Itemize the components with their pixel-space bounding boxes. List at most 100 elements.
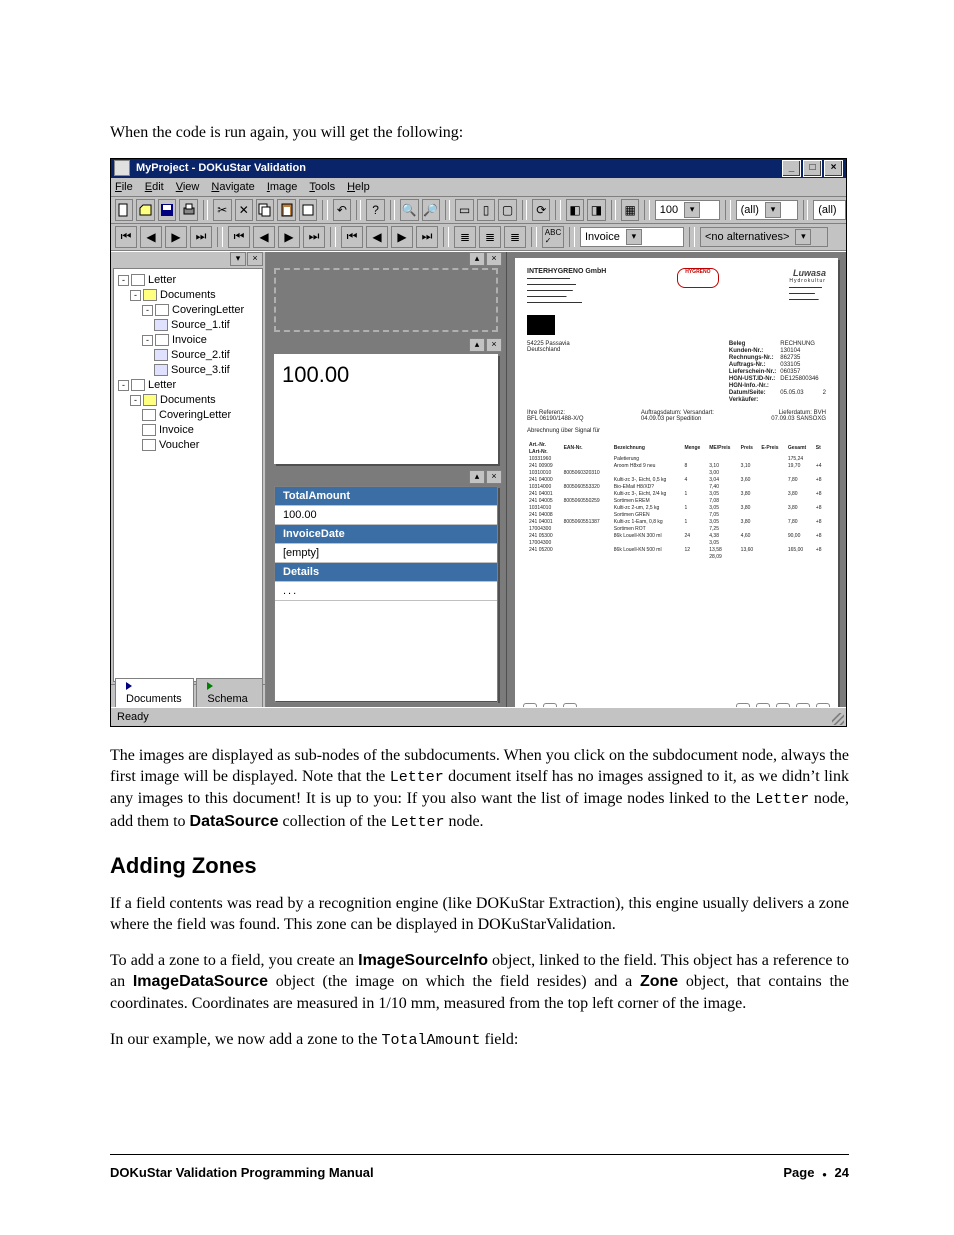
paste-icon[interactable] [277,199,295,221]
nav3-last-icon[interactable]: ⏭ [416,226,438,248]
menu-view[interactable]: View [176,181,200,193]
tree-node[interactable]: Invoice [142,423,260,438]
minimize-button[interactable]: _ [782,160,801,177]
fit-page-icon[interactable]: ▯ [477,199,495,221]
tool-c-icon[interactable]: ▦ [621,199,639,221]
alternatives-combo[interactable]: <no alternatives> ▾ [700,227,828,247]
field-totalamount-title[interactable]: TotalAmount [275,487,497,506]
new-icon[interactable] [115,199,133,221]
undo-icon[interactable]: ↶ [333,199,351,221]
menu-navigate[interactable]: Navigate [211,181,254,193]
menu-edit[interactable]: Edit [145,181,164,193]
right-pane: INTERHYGRENO GmbH HYGRENO Luwasa [507,252,846,707]
paragraph-5: In our example, we now add a zone to the… [110,1029,849,1051]
pane-pin-icon[interactable]: ▾ [230,252,246,266]
nav3-prev-icon[interactable]: ◀ [366,226,388,248]
spellcheck-icon[interactable]: ABC✓ [542,226,564,248]
nav-last-icon[interactable]: ⏭ [190,226,212,248]
copy-icon[interactable] [256,199,274,221]
mid-paper-up-icon[interactable]: ▴ [469,338,485,352]
menu-file[interactable]: File [115,181,133,193]
pane-close-icon[interactable]: × [247,252,263,266]
zoom-value: 100 [660,204,678,216]
logo-hygreno-icon: HYGRENO [677,268,719,288]
rotate-icon[interactable]: ⟳ [532,199,550,221]
title-bar: MyProject - DOKuStar Validation _ □ × [111,159,846,178]
doctype-combo[interactable]: Invoice ▾ [580,227,684,247]
tab-schema[interactable]: Schema [196,678,263,707]
lines3-icon[interactable]: ≣ [504,226,526,248]
field-totalamount-value[interactable]: 100.00 [275,506,497,525]
menu-tools[interactable]: Tools [309,181,335,193]
field-details-title[interactable]: Details [275,563,497,582]
print-icon[interactable] [179,199,197,221]
mid-fields-close-icon[interactable]: × [486,470,502,484]
document-tree[interactable]: -Letter-Documents-CoveringLetterSource_1… [113,268,263,682]
preview-addr-country: Deutschland [527,347,570,353]
status-text: Ready [117,711,149,723]
tree-node[interactable]: Voucher [142,438,260,453]
nav2-last-icon[interactable]: ⏭ [303,226,325,248]
duplicate-icon[interactable] [299,199,317,221]
tree-node[interactable]: Source_3.tif [154,363,260,378]
close-button[interactable]: × [824,160,843,177]
zoom-in-icon[interactable]: 🔍 [400,199,418,221]
field-invoicedate-value[interactable]: [empty] [275,544,497,563]
cut-icon[interactable]: ✂ [213,199,231,221]
nav3-first-icon[interactable]: ⏮ [341,226,363,248]
nav-next-icon[interactable]: ▶ [165,226,187,248]
save-icon[interactable] [158,199,176,221]
zoom-out-icon[interactable]: 🔎 [422,199,440,221]
tree-node[interactable]: -Documents-CoveringLetterSource_1.tif-In… [130,288,260,378]
mid-fields-up-icon[interactable]: ▴ [469,470,485,484]
fit-width-icon[interactable]: ▭ [455,199,473,221]
tree-node[interactable]: -Letter-Documents-CoveringLetterSource_1… [118,273,260,378]
actual-size-icon[interactable]: ▢ [498,199,516,221]
mid-top-up-icon[interactable]: ▴ [469,252,485,266]
page-footer: DOKuStar Validation Programming Manual P… [110,1165,849,1180]
maximize-button[interactable]: □ [803,160,822,177]
delete-icon[interactable]: ✕ [235,199,253,221]
tree-node[interactable]: -Letter-DocumentsCoveringLetterInvoiceVo… [118,378,260,453]
mid-top-close-icon[interactable]: × [486,252,502,266]
menu-help[interactable]: Help [347,181,370,193]
tab-documents[interactable]: Documents [115,678,194,707]
zoom-combo[interactable]: 100 ▾ [655,200,721,220]
paragraph-2: The images are displayed as sub-nodes of… [110,745,849,833]
folder-icon [143,289,157,301]
menu-image[interactable]: Image [267,181,298,193]
tree-expander-icon[interactable]: - [118,275,129,286]
size-grip-icon[interactable] [832,713,844,725]
lines2-icon[interactable]: ≣ [479,226,501,248]
tool-b-icon[interactable]: ◨ [587,199,605,221]
nav2-first-icon[interactable]: ⏮ [228,226,250,248]
tree-expander-icon[interactable]: - [142,305,153,316]
filter2-combo[interactable]: (all) [813,200,846,220]
nav2-prev-icon[interactable]: ◀ [253,226,275,248]
filter2-value: (all) [818,204,836,216]
filter1-combo[interactable]: (all) ▾ [736,200,798,220]
lines1-icon[interactable]: ≣ [454,226,476,248]
nav3-next-icon[interactable]: ▶ [391,226,413,248]
tool-a-icon[interactable]: ◧ [566,199,584,221]
tree-node[interactable]: CoveringLetter [142,408,260,423]
tree-node[interactable]: -DocumentsCoveringLetterInvoiceVoucher [130,393,260,453]
tree-expander-icon[interactable]: - [130,290,141,301]
preview-line-items: Art.-Nr.LArt-Nr.EAN-Nr.BezeichnungMengeM… [527,442,826,561]
tree-node[interactable]: Source_2.tif [154,348,260,363]
document-preview[interactable]: INTERHYGRENO GmbH HYGRENO Luwasa [515,258,838,707]
tree-node[interactable]: -InvoiceSource_2.tifSource_3.tif [142,333,260,378]
nav-first-icon[interactable]: ⏮ [115,226,137,248]
field-invoicedate-title[interactable]: InvoiceDate [275,525,497,544]
tree-node[interactable]: Source_1.tif [154,318,260,333]
help-icon[interactable]: ? [366,199,384,221]
mid-paper-close-icon[interactable]: × [486,338,502,352]
tree-expander-icon[interactable]: - [142,335,153,346]
tree-expander-icon[interactable]: - [118,380,129,391]
nav-prev-icon[interactable]: ◀ [140,226,162,248]
field-details-value[interactable]: ... [275,582,497,601]
open-icon[interactable] [136,199,154,221]
tree-node[interactable]: -CoveringLetterSource_1.tif [142,303,260,333]
tree-expander-icon[interactable]: - [130,395,141,406]
nav2-next-icon[interactable]: ▶ [278,226,300,248]
